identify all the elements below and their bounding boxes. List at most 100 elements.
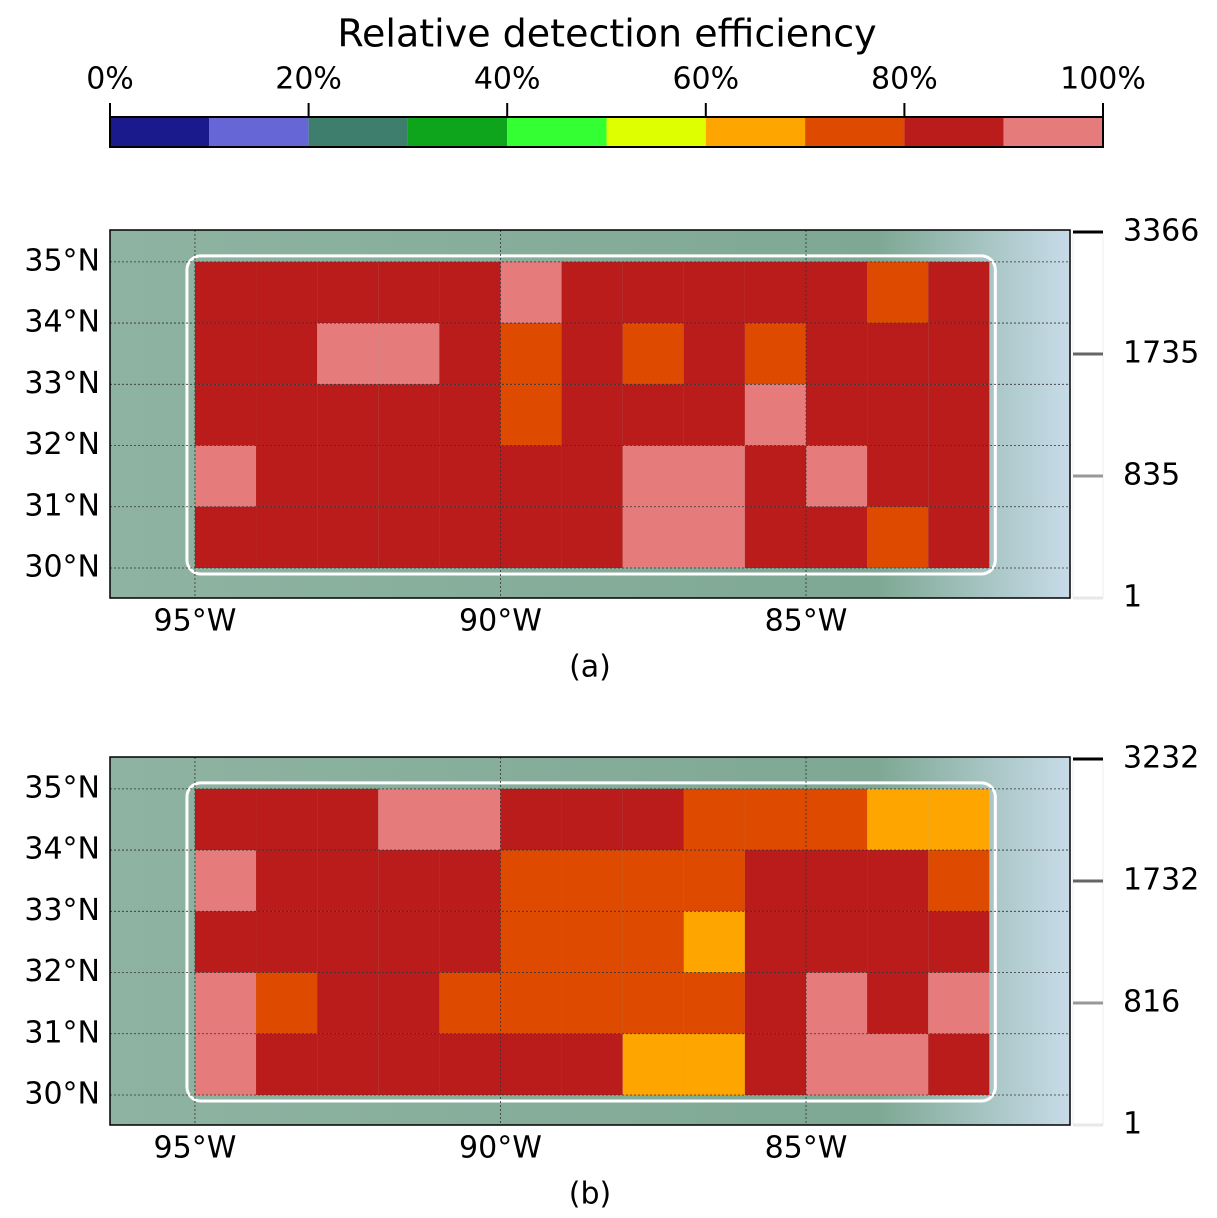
contour-legend-label: 3366 (1123, 214, 1199, 249)
cell (744, 384, 807, 446)
cell (256, 261, 318, 324)
colorbar-swatch (507, 117, 607, 147)
cell (744, 850, 807, 912)
cell (500, 323, 562, 385)
axes-frame (109, 229, 1071, 599)
cell (867, 1033, 929, 1095)
cell (561, 1033, 623, 1095)
cell (928, 911, 990, 973)
cell (194, 1033, 257, 1095)
cell (256, 972, 318, 1034)
colorbar-frame (109, 116, 1104, 148)
colorbar-swatch (308, 117, 408, 147)
cell (378, 384, 440, 446)
cell (500, 911, 562, 973)
cell (622, 911, 684, 973)
cell (928, 850, 990, 912)
cell (194, 911, 257, 973)
cell (378, 506, 440, 568)
cell (439, 261, 501, 324)
y-tick-label: 31°N (24, 488, 100, 523)
cell (378, 1033, 440, 1095)
cell (561, 788, 623, 851)
cell (256, 911, 318, 973)
colorbar-tick-label: 20% (275, 62, 342, 97)
cell (317, 850, 379, 912)
cell (744, 911, 807, 973)
cell (928, 445, 990, 507)
cell (378, 261, 440, 324)
colorbar-tick-label: 80% (871, 62, 938, 97)
cell (622, 384, 684, 446)
domain-outline (185, 254, 997, 576)
cell (256, 788, 318, 851)
cell (317, 911, 379, 973)
cell (744, 445, 807, 507)
cell (317, 445, 379, 507)
cell (683, 445, 745, 507)
y-tick-label: 30°N (24, 1076, 100, 1111)
cell (439, 850, 501, 912)
y-tick-label: 30°N (24, 549, 100, 584)
cell (317, 506, 379, 568)
cell (317, 384, 379, 446)
colorbar-tick-label: 60% (672, 62, 739, 97)
y-tick-label: 31°N (24, 1015, 100, 1050)
colorbar-title: Relative detection efficiency (337, 12, 876, 56)
cell (806, 384, 868, 446)
cell (806, 850, 868, 912)
cell (806, 506, 868, 568)
cell (194, 261, 257, 324)
cell (194, 384, 257, 446)
cell (500, 972, 562, 1034)
cell (867, 850, 929, 912)
cell (806, 323, 868, 385)
cell (256, 323, 318, 385)
cell (683, 911, 745, 973)
cell (317, 1033, 379, 1095)
cell (744, 261, 807, 324)
cell (378, 911, 440, 973)
cell (439, 911, 501, 973)
colorbar-swatch (904, 117, 1004, 147)
cell (561, 261, 623, 324)
cell (439, 1033, 501, 1095)
cell (256, 384, 318, 446)
cell (561, 911, 623, 973)
cell (256, 1033, 318, 1095)
cell (378, 445, 440, 507)
cell (744, 972, 807, 1034)
cell (622, 261, 684, 324)
cell (683, 850, 745, 912)
cell (439, 323, 501, 385)
cell (194, 506, 257, 568)
y-tick-label: 35°N (24, 770, 100, 805)
colorbar-tick-label: 100% (1060, 62, 1146, 97)
cell (806, 445, 868, 507)
cell (622, 972, 684, 1034)
x-tick-label: 90°W (459, 1131, 542, 1166)
contour-legend-label: 816 (1123, 985, 1180, 1020)
cell (194, 850, 257, 912)
cell (867, 261, 929, 324)
cell (928, 1033, 990, 1095)
cell (867, 323, 929, 385)
cell (194, 323, 257, 385)
cell (806, 788, 868, 851)
cell (928, 261, 990, 324)
cell (622, 850, 684, 912)
x-tick-label: 90°W (459, 604, 542, 639)
cell (744, 1033, 807, 1095)
y-tick-label: 33°N (24, 893, 100, 928)
x-tick-label: 95°W (154, 1131, 237, 1166)
y-tick-label: 34°N (24, 305, 100, 340)
y-tick-label: 33°N (24, 366, 100, 401)
cell (622, 445, 684, 507)
colorbar-swatch (606, 117, 706, 147)
x-tick-label: 95°W (154, 604, 237, 639)
cell (500, 506, 562, 568)
domain-outline (185, 781, 997, 1103)
cell (378, 972, 440, 1034)
cell (806, 972, 868, 1034)
